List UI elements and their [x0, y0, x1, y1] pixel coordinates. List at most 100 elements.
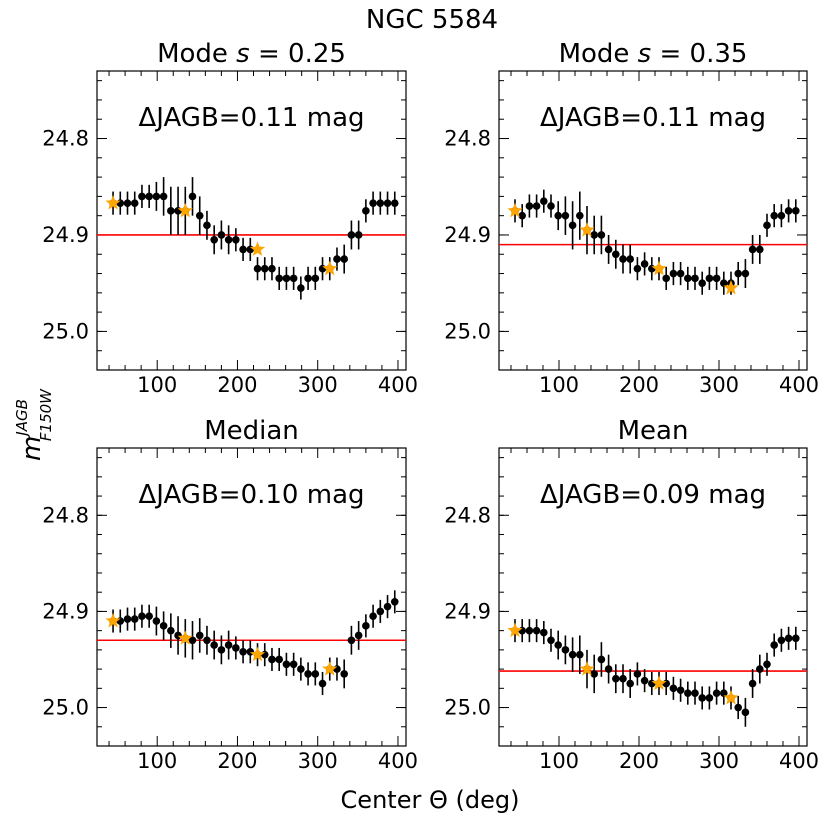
data-point	[734, 269, 742, 278]
data-point	[369, 612, 377, 621]
data-point	[275, 274, 283, 283]
data-point	[239, 245, 247, 254]
star-marker	[723, 280, 739, 295]
x-tick-label: 400	[378, 373, 418, 397]
star-marker	[249, 646, 266, 662]
data-point	[756, 665, 764, 673]
data-point	[734, 703, 742, 712]
data-point	[770, 641, 778, 649]
data-point	[318, 679, 327, 688]
x-tick-label: 200	[619, 373, 659, 397]
data-point	[123, 199, 132, 207]
delta-jagb-annotation: ΔJAGB=0.10 mag	[138, 480, 364, 510]
data-point	[376, 199, 385, 207]
x-tick-label: 200	[217, 749, 257, 773]
data-point	[720, 279, 728, 287]
panel-title-prefix: Mode	[559, 39, 638, 69]
data-point	[260, 264, 269, 273]
data-point	[590, 670, 598, 678]
star-marker	[249, 241, 266, 256]
data-point	[568, 650, 577, 659]
data-point	[376, 607, 385, 616]
panel-title: Mean	[618, 416, 689, 446]
data-point	[340, 670, 349, 678]
data-point	[174, 207, 182, 215]
data-point	[547, 202, 555, 210]
data-point	[282, 660, 291, 669]
data-point	[145, 612, 153, 621]
data-point	[304, 670, 312, 678]
x-tick-label: 100	[539, 373, 579, 397]
data-point	[311, 670, 320, 678]
data-point	[210, 641, 218, 649]
data-point	[777, 636, 786, 645]
data-point	[748, 679, 757, 688]
data-point	[554, 211, 562, 220]
data-point	[289, 660, 298, 669]
panel-title-prefix: Mode	[157, 39, 236, 69]
star-marker	[651, 260, 667, 276]
data-point	[268, 264, 276, 273]
data-point	[525, 626, 534, 635]
data-point	[712, 274, 721, 283]
data-point	[792, 634, 800, 643]
data-point	[784, 634, 793, 643]
y-axis-label-superscript: JAGB	[13, 399, 31, 439]
data-point	[224, 235, 233, 244]
data-point	[159, 622, 168, 630]
data-point	[590, 231, 598, 239]
x-tick-label: 400	[378, 749, 418, 773]
star-marker	[105, 195, 121, 210]
data-point	[626, 255, 634, 263]
data-point	[138, 612, 146, 621]
data-point	[669, 269, 678, 278]
data-point	[383, 199, 392, 207]
delta-jagb-annotation: ΔJAGB=0.11 mag	[540, 103, 766, 133]
data-point	[691, 274, 699, 283]
y-tick-label: 25.0	[42, 696, 89, 720]
y-axis-label-main: m	[17, 436, 47, 461]
x-tick-label: 100	[137, 373, 177, 397]
y-axis-label: mJAGB F150W	[13, 388, 55, 461]
x-tick-label: 200	[619, 749, 659, 773]
data-point	[612, 674, 620, 683]
star-marker	[322, 260, 338, 276]
data-point	[676, 269, 685, 278]
figure-title: NGC 5584	[366, 5, 498, 35]
data-point	[195, 211, 204, 220]
data-point	[648, 679, 656, 688]
data-point	[684, 274, 692, 283]
delta-jagb-annotation: ΔJAGB=0.09 mag	[540, 480, 766, 510]
data-point	[568, 221, 577, 230]
y-tick-label: 24.8	[42, 503, 89, 527]
panel-title: Mode s = 0.35	[559, 39, 748, 69]
x-tick-label: 100	[137, 749, 177, 773]
panel-title-suffix: = 0.25	[250, 39, 346, 69]
data-point	[383, 602, 392, 611]
data-point	[217, 646, 226, 654]
x-axis-label: Center Θ (deg)	[341, 786, 520, 814]
data-point	[612, 250, 620, 259]
data-point	[347, 636, 356, 645]
data-point	[720, 689, 728, 697]
x-tick-label: 300	[699, 373, 739, 397]
data-point	[347, 231, 356, 239]
data-point	[260, 650, 269, 659]
plot-frame	[96, 447, 407, 747]
data-point	[362, 207, 370, 215]
star-marker	[651, 675, 667, 690]
data-point	[340, 255, 349, 263]
star-marker	[723, 689, 739, 705]
panels: Mode s = 0.25 100 200 300 400 24.8 24.9 25.0 ΔJA…	[42, 39, 819, 773]
data-point	[763, 221, 771, 230]
data-point	[518, 626, 526, 635]
star-marker	[177, 630, 193, 645]
data-point	[662, 679, 670, 688]
data-point	[188, 192, 197, 201]
data-point	[123, 615, 132, 623]
star-marker	[579, 661, 595, 676]
panel-title-suffix: = 0.35	[651, 39, 747, 69]
data-point	[145, 192, 153, 201]
star-marker	[105, 613, 121, 628]
data-point	[532, 202, 541, 210]
